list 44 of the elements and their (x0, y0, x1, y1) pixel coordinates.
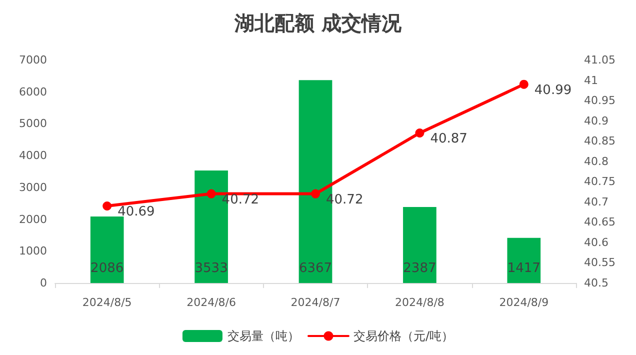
y-tick-label: 5000 (19, 117, 47, 130)
data-label: 3533 (194, 261, 228, 276)
legend-label: 交易价格（元/吨） (353, 329, 454, 343)
bar (403, 206, 436, 283)
bar (90, 216, 124, 283)
bar (507, 238, 541, 283)
point (519, 80, 528, 89)
y2-tick-label: 40.5 (584, 276, 608, 290)
y2-tick-label: 40.95 (584, 94, 616, 108)
y2-tick-label: 40.65 (584, 216, 616, 229)
y2-tick-label: 41.05 (584, 54, 616, 66)
point (415, 128, 424, 138)
point (311, 189, 320, 198)
point (206, 189, 216, 198)
point (102, 201, 112, 210)
y2-tick-label: 40.8 (584, 154, 608, 168)
data-label: 2086 (90, 261, 124, 276)
x-tick-label: 2024/8/5 (82, 296, 132, 309)
y2-tick-label: 40.75 (584, 175, 616, 188)
y-tick-label: 7000 (19, 54, 47, 66)
y-tick-label: 1000 (19, 244, 47, 258)
y2-tick-label: 41 (584, 74, 598, 87)
y2-tick-label: 40.9 (584, 114, 608, 128)
data-label: 6367 (298, 261, 332, 276)
x-tick-label: 2024/8/7 (290, 296, 340, 309)
x-tick-label: 2024/8/9 (499, 296, 549, 309)
y2-tick-label: 40.55 (584, 256, 616, 270)
x-tick-label: 2024/8/6 (186, 296, 236, 309)
chart-title: 湖北配额 成交情况 (234, 11, 402, 35)
x-tick-label: 2024/8/8 (394, 296, 444, 309)
data-label: 40.69 (118, 204, 155, 220)
y2-tick-label: 40.6 (584, 236, 608, 249)
y-tick-label: 6000 (19, 85, 47, 98)
data-label: 1417 (507, 261, 540, 276)
legend-label: 交易量（吨） (227, 329, 300, 343)
data-label: 40.99 (534, 82, 572, 98)
data-label: 2387 (403, 261, 436, 276)
y-tick-label: 4000 (19, 149, 47, 162)
y-tick-label: 2000 (19, 212, 47, 226)
y2-tick-label: 40.85 (584, 134, 616, 148)
y-tick-label: 3000 (19, 180, 47, 194)
data-label: 40.87 (430, 131, 468, 146)
y2-tick-label: 40.7 (584, 195, 608, 208)
y-tick-label: 0 (40, 276, 47, 290)
